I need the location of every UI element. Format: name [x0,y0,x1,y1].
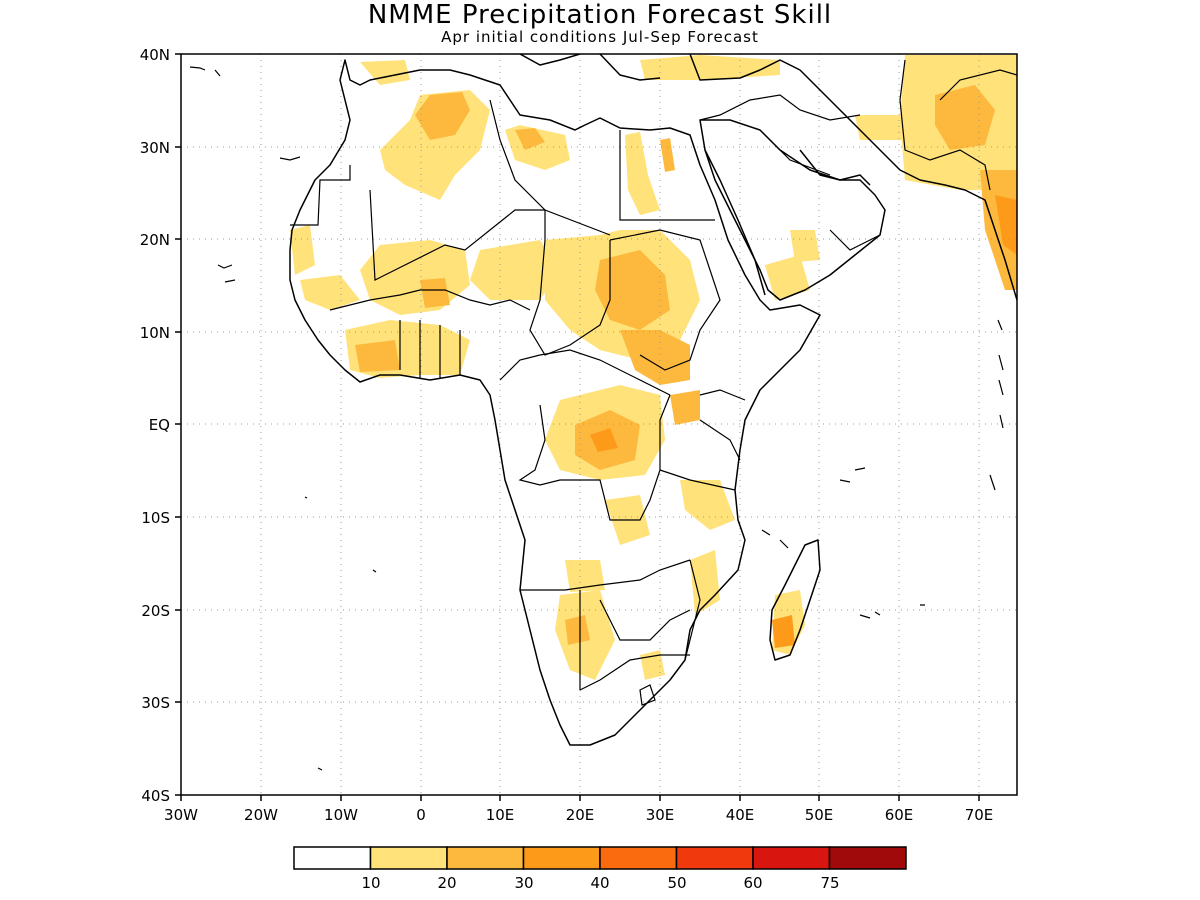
skill-patch-sahel-west [300,275,360,310]
legend-swatch-5 [675,846,754,870]
border-sahara-west [290,165,351,226]
skill-patch-algeria-core [415,92,470,140]
lon-label: 60E [885,806,914,824]
skill-patch-egypt [625,132,660,215]
skill-patch-southsudan [620,330,690,385]
border-yemen-oman [829,229,881,251]
border-cameroon-car [499,349,671,396]
lon-label: 50E [805,806,834,824]
lat-label: 10S [141,509,170,527]
legend-swatch-2 [446,846,525,870]
lat-label: 40S [141,787,170,805]
map-title: NMME Precipitation Forecast Skill [367,0,833,30]
legend-swatch-1 [369,846,448,870]
border-niger-chad [529,239,611,356]
border-asia [899,59,1017,191]
map-subtitle: Apr initial conditions Jul-Sep Forecast [441,28,759,46]
skill-patch-mali-core [420,278,450,308]
legend-swatch-0 [293,846,372,870]
skill-patch-congo-peak [590,428,618,452]
skill-patch-uganda [670,390,700,425]
lat-label: 30S [141,694,170,712]
africa-coastline [289,59,821,746]
skill-patch-afghanistan-core [935,85,995,150]
legend-label: 20 [437,874,456,892]
skill-patch-arabia [790,230,820,262]
arabia-coastline [699,119,886,301]
border-southafrica [579,654,690,691]
lat-label: 20N [140,231,170,249]
legend-swatch-3 [522,846,601,870]
skill-patch-india-core [995,195,1017,255]
lon-label: 30W [164,806,198,824]
border-mali [369,189,546,281]
skill-patch-sudan-core [595,250,670,330]
skill-patch-madagascar-core [772,615,795,648]
red-sea [704,149,766,296]
persian-gulf [799,149,871,186]
skill-patch-mali [360,240,470,315]
axis-ticks [175,53,980,801]
asia-coastline [689,54,1017,301]
border-sudan [609,229,721,371]
legend-swatch-6 [752,846,831,870]
islands [189,66,1004,771]
lon-label: 10E [486,806,515,824]
skill-patch-med [640,55,780,80]
color-legend: 10 20 30 40 50 60 75 [293,846,907,892]
skill-patch-mozambique [690,550,720,615]
borders [290,59,1017,706]
europe-coast [519,54,661,81]
lon-label: 30E [646,806,675,824]
skill-patch-nile [660,138,675,172]
lat-label: 10N [140,324,170,342]
skill-patch-tanzania [680,480,735,530]
border-angola-zambia [520,559,691,591]
lon-label: 20W [244,806,278,824]
lat-label: 40N [140,46,170,64]
border-libya-egypt [619,130,715,221]
lat-label: EQ [149,416,170,434]
border-coast-states [399,320,461,378]
skill-shading [290,55,1017,680]
border-namibia-botswana [579,590,691,690]
lon-label: 10W [324,806,358,824]
skill-patch-iran [855,115,905,140]
lat-label: 30N [140,139,170,157]
skill-patch-angola [565,560,605,592]
legend-label: 30 [514,874,533,892]
skill-patch-libya-core [515,128,545,150]
legend-label: 10 [361,874,380,892]
legend-swatch-7 [828,846,907,870]
madagascar [769,539,821,661]
legend-label: 50 [667,874,686,892]
lat-label: 20S [141,602,170,620]
skill-patch-niger [470,240,560,300]
lon-labels: 30W 20W 10W 0 10E 20E 30E 40E 50E 60E 70… [164,806,993,824]
skill-patch-maghreb-w [360,60,410,85]
skill-patch-ethiopia [765,255,810,300]
legend-label: 75 [820,874,839,892]
lon-label: 0 [416,806,426,824]
skill-patch-namibia-core [565,615,590,645]
border-algeria-libya [489,99,611,236]
lat-labels: 40N 30N 20N 10N EQ 10S 20S 30S 40S [140,46,170,805]
border-middle-east [699,94,861,176]
border-west-africa [329,289,531,311]
legend-swatch-4 [599,846,678,870]
lon-label: 20E [566,806,595,824]
lon-label: 40E [726,806,755,824]
legend-label: 60 [743,874,762,892]
skill-patch-mauritania-coast [290,225,315,275]
border-east-africa [659,389,746,491]
skill-patch-guinea-core [355,340,400,372]
coastlines [289,54,1017,746]
legend-label: 40 [590,874,609,892]
border-mozambique [684,559,701,661]
lon-label: 70E [965,806,994,824]
lesotho [639,684,656,706]
